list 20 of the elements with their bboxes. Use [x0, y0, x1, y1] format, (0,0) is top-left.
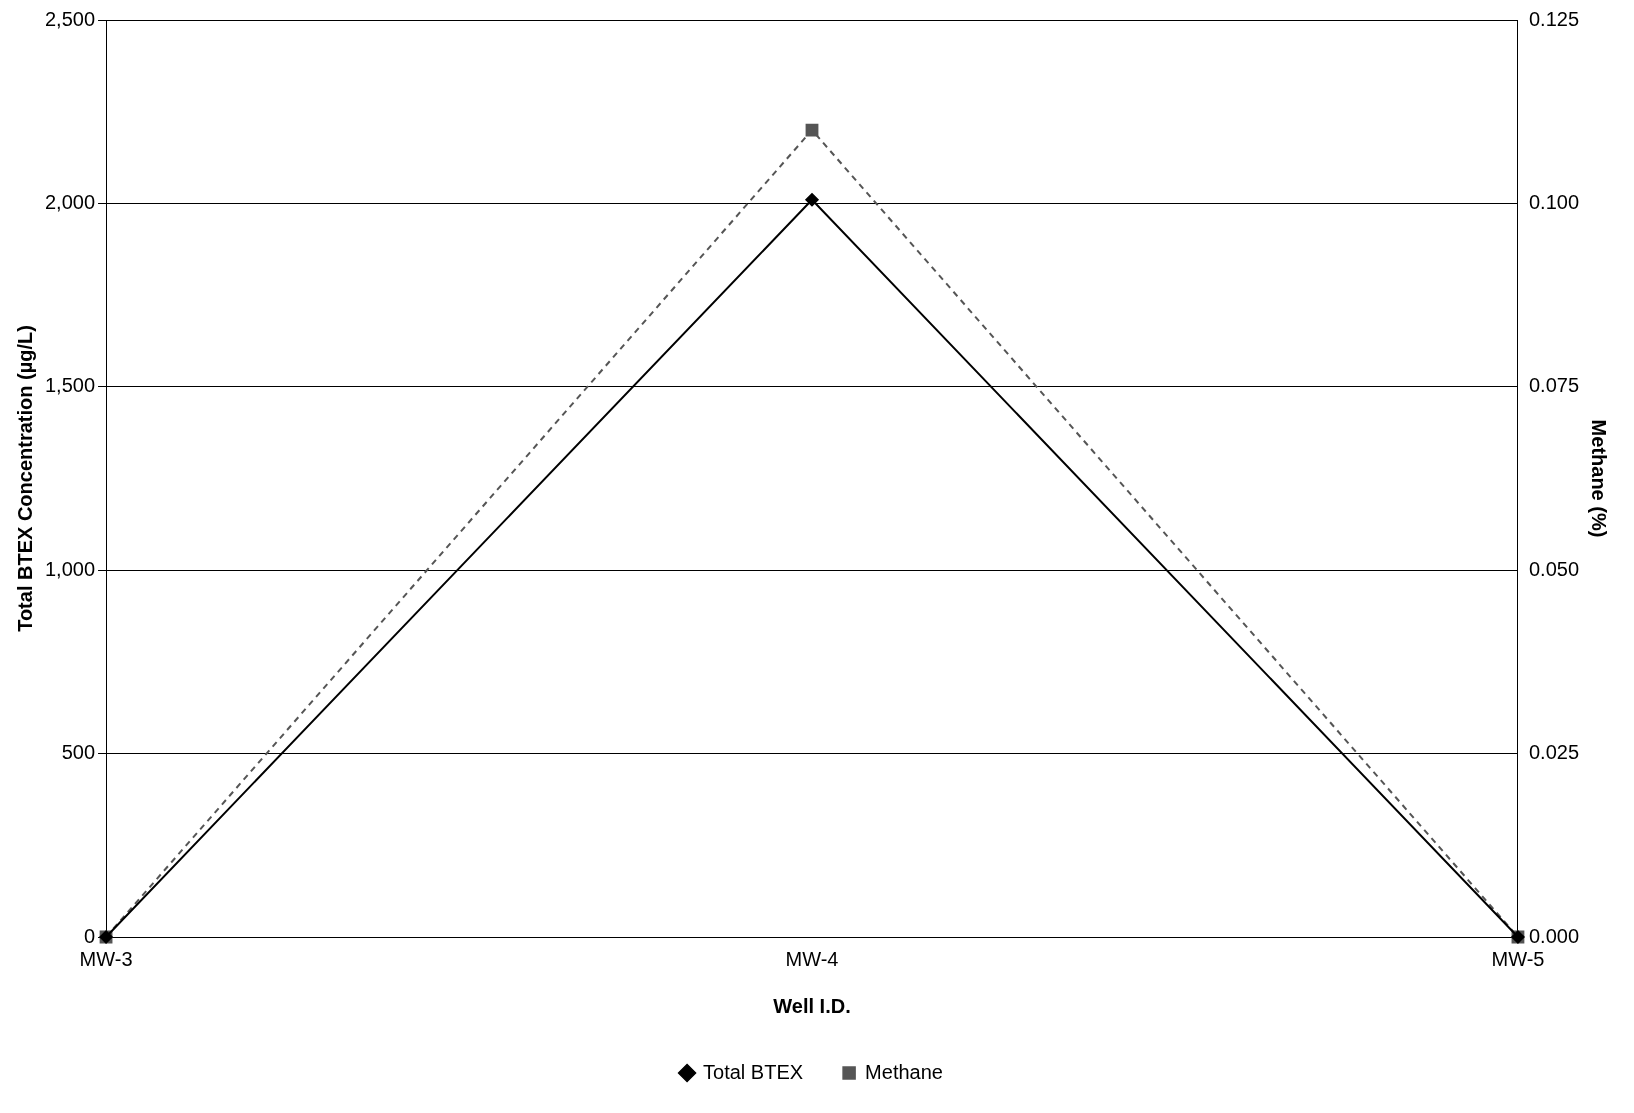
y2-axis-title: Methane (%) [1588, 419, 1611, 538]
x-tick-label: MW-4 [785, 947, 839, 970]
x-axis-title: Well I.D. [773, 994, 851, 1017]
y2-tick-label: 0.125 [1528, 7, 1580, 30]
y2-tick-label: 0.075 [1528, 374, 1580, 397]
y2-tick-label: 0.100 [1528, 190, 1580, 213]
y2-tick-label: 0.000 [1528, 924, 1580, 947]
x-tick-label: MW-5 [1491, 947, 1545, 970]
x-tick-label: MW-3 [79, 947, 133, 970]
y-tick-label: 500 [61, 741, 96, 764]
legend-label: Total BTEX [703, 1060, 804, 1083]
y-tick-label: 2,000 [44, 190, 96, 213]
y-tick-label: 1,000 [44, 557, 96, 580]
y-tick-label: 0 [83, 924, 96, 947]
y2-tick-label: 0.025 [1528, 741, 1580, 764]
y-tick-label: 2,500 [44, 7, 96, 30]
y2-tick-label: 0.050 [1528, 557, 1580, 580]
legend-label: Methane [865, 1060, 943, 1083]
y-axis-title: Total BTEX Concentration (µg/L) [13, 325, 36, 632]
y-tick-label: 1,500 [44, 374, 96, 397]
